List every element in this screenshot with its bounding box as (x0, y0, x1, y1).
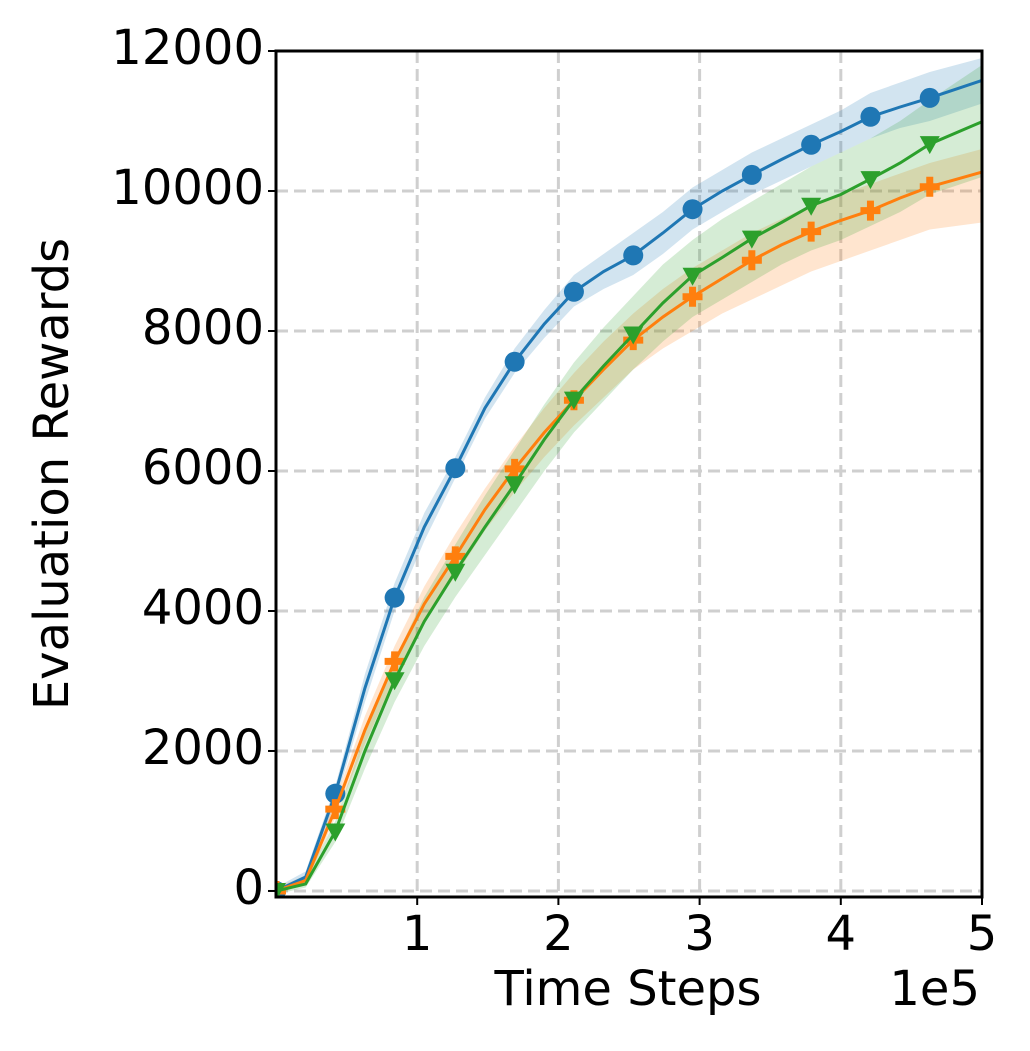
marker (504, 458, 525, 479)
marker (445, 563, 466, 582)
marker (860, 200, 881, 221)
y-tick-label: 4000 (142, 580, 264, 636)
marker (445, 546, 466, 567)
marker (276, 882, 286, 897)
marker (741, 164, 762, 185)
marker (801, 197, 822, 216)
marker (682, 286, 703, 307)
y-tick-label: 6000 (142, 440, 264, 496)
marker (801, 221, 822, 242)
x-tick-label: 2 (543, 906, 574, 962)
marker (384, 587, 405, 608)
marker (504, 351, 525, 372)
y-axis-label: Evaluation Rewards (24, 238, 80, 710)
series-line (276, 120, 982, 893)
series-layer (276, 57, 982, 897)
marker (325, 799, 346, 820)
y-tick-label: 8000 (142, 300, 264, 356)
plot-frame (274, 49, 984, 899)
x-tick-label: 5 (967, 906, 998, 962)
series-line (276, 170, 982, 893)
marker (801, 134, 822, 155)
marker (919, 87, 940, 108)
marker (384, 672, 405, 691)
x-tick-label: 3 (684, 906, 715, 962)
confidence-band (276, 64, 982, 895)
marker (919, 176, 940, 197)
y-tick-label: 0 (233, 860, 264, 916)
marker (860, 171, 881, 190)
marker (623, 245, 644, 266)
marker (860, 106, 881, 127)
marker (682, 199, 703, 220)
marker (563, 281, 584, 302)
marker (741, 230, 762, 249)
y-tick-label: 2000 (142, 720, 264, 776)
x-tick-label: 4 (826, 906, 857, 962)
marker (623, 326, 644, 345)
y-tick-label: 10000 (111, 160, 264, 216)
x-tick-label: 1 (402, 906, 433, 962)
x-axis-label: Time Steps (493, 961, 761, 1017)
x-offset-label: 1e5 (889, 961, 980, 1017)
marker (682, 267, 703, 286)
y-tick-label: 12000 (111, 20, 264, 76)
series-line (276, 78, 982, 893)
marker (445, 458, 466, 479)
marker (919, 136, 940, 155)
marker (504, 476, 525, 495)
marker (741, 250, 762, 271)
marker (384, 651, 405, 672)
marker (563, 391, 584, 410)
marker (325, 823, 346, 842)
confidence-band (276, 148, 982, 895)
